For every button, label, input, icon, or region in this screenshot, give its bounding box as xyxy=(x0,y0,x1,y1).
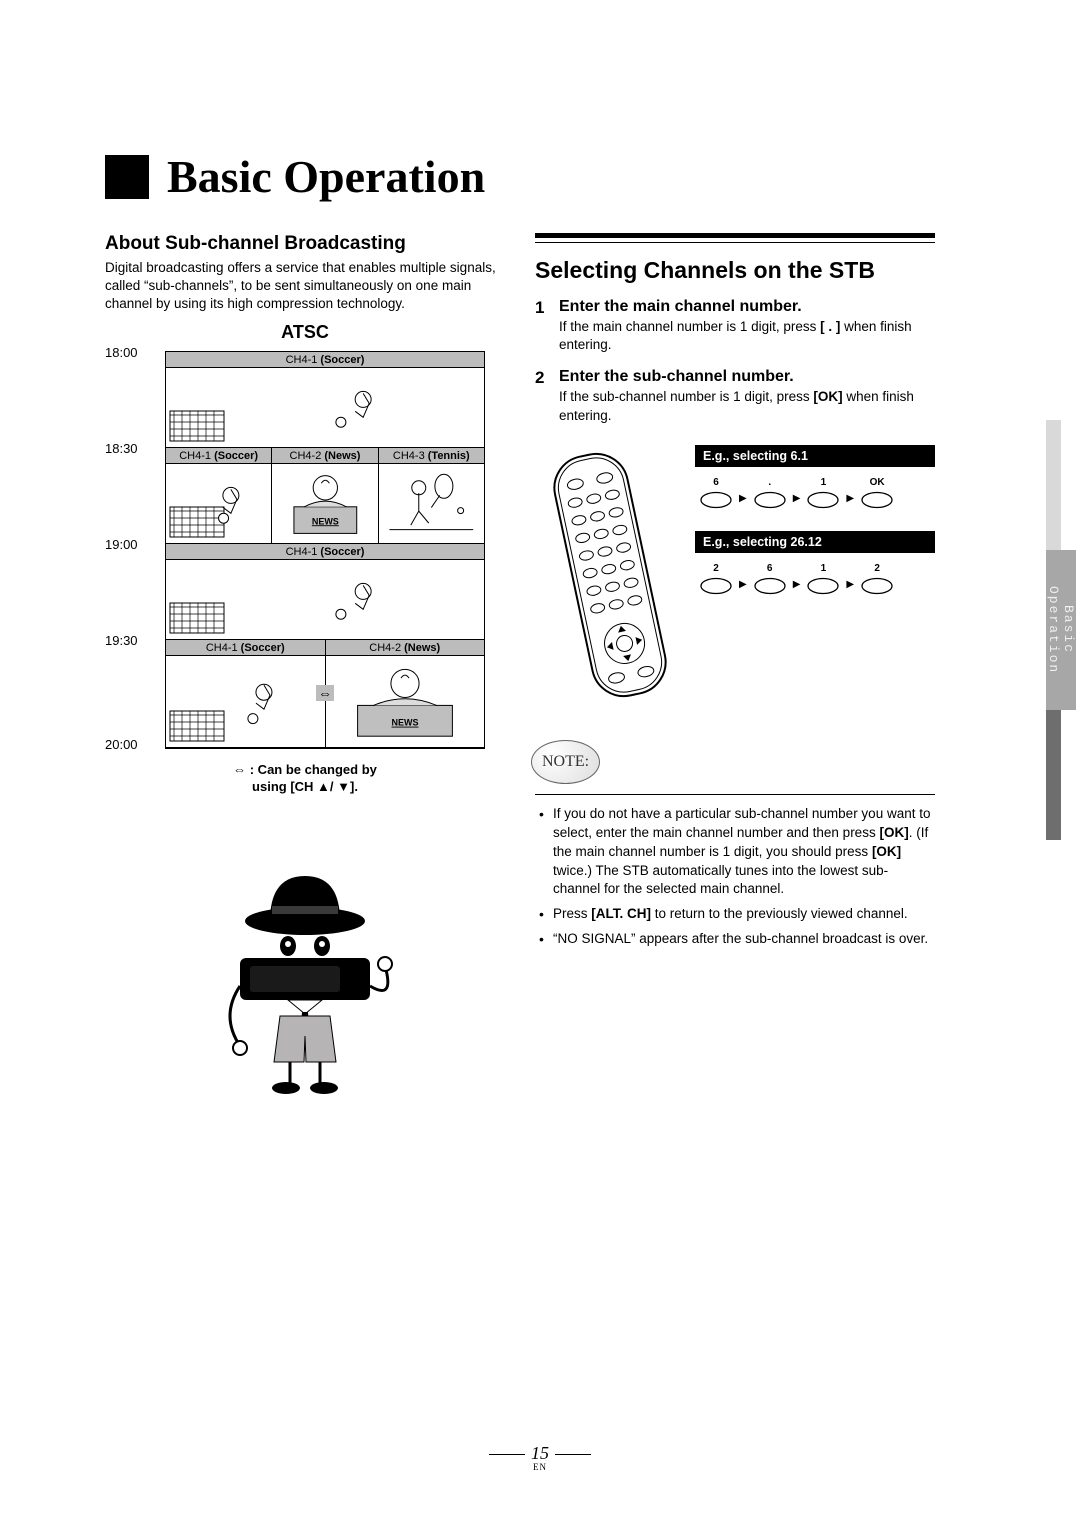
step-number: 1 xyxy=(535,298,559,364)
schedule-slot: CH4-1 (Soccer) xyxy=(166,544,484,640)
remote-key: . xyxy=(753,477,787,509)
remote-key: 1 xyxy=(806,563,840,595)
key-sequence-2: 2 ▶ 6 ▶ 1 ▶ 2 xyxy=(695,563,935,595)
step-number: 2 xyxy=(535,368,559,434)
left-heading: About Sub-channel Broadcasting xyxy=(105,233,505,255)
example-bar-2: E.g., selecting 26.12 xyxy=(695,531,935,553)
remote-key: 6 xyxy=(753,563,787,595)
note-bullets: If you do not have a particular sub-chan… xyxy=(535,805,935,949)
note-rule xyxy=(535,794,935,795)
cell-label: CH4-1 (Soccer) xyxy=(166,352,484,367)
caption-line-2: using [CH ▲/ ▼]. xyxy=(252,779,358,794)
left-paragraph: Digital broadcasting offers a service th… xyxy=(105,259,505,314)
remote-key: 6 xyxy=(699,477,733,509)
cell-label: CH4-2 (News) xyxy=(272,448,377,463)
sequence-arrow-icon: ▶ xyxy=(793,493,801,504)
step-text: If the main channel number is 1 digit, p… xyxy=(559,318,935,354)
schedule-cell: CH4-1 (Soccer) xyxy=(166,448,272,543)
schedule-diagram: 18:00 18:30 19:00 19:30 20:00 CH4-1 (Soccer)… xyxy=(105,345,505,755)
cell-label: CH4-1 (Soccer) xyxy=(166,448,271,463)
schedule-slot: CH4-1 (Soccer) xyxy=(166,352,484,448)
time-label: 18:00 xyxy=(105,345,138,360)
sequence-arrow-icon: ▶ xyxy=(739,493,747,504)
page-title: Basic Operation xyxy=(167,150,485,203)
page-title-block: Basic Operation xyxy=(105,150,985,203)
key-sequence-1: 6 ▶. ▶ 1 ▶ OK xyxy=(695,477,935,509)
schedule-cell: CH4-1 (Soccer) xyxy=(166,544,484,639)
atsc-label: ATSC xyxy=(105,322,505,343)
page-number: 15 EN xyxy=(0,1443,1080,1472)
cell-label: CH4-3 (Tennis) xyxy=(379,448,484,463)
remote-key: 1 xyxy=(806,477,840,509)
page-number-value: 15 xyxy=(531,1443,549,1463)
time-label: 20:00 xyxy=(105,737,138,752)
soccer1-icon xyxy=(166,367,484,447)
side-tab-active: Basic Operation xyxy=(1046,550,1076,710)
schedule-slot: CH4-1 (Soccer) CH4-2 (News) NEWS CH4-3 (… xyxy=(166,448,484,544)
soccer4-icon xyxy=(166,655,325,747)
swap-arrow-icon: ⇔ xyxy=(316,685,334,701)
cell-label: CH4-1 (Soccer) xyxy=(166,544,484,559)
step-text: If the sub-channel number is 1 digit, pr… xyxy=(559,388,935,424)
schedule-cell: CH4-1 (Soccer) xyxy=(166,640,326,747)
page-lang: EN xyxy=(0,1462,1080,1472)
mascot-illustration xyxy=(105,866,505,1096)
schedule-cell: CH4-1 (Soccer) xyxy=(166,352,484,447)
schedule-slot: ⇔ CH4-1 (Soccer) CH4-2 (News) NEWS xyxy=(166,640,484,748)
side-tab-1: . xyxy=(1046,420,1061,550)
cell-label: CH4-2 (News) xyxy=(326,640,485,655)
note-bullet: “NO SIGNAL” appears after the sub-channe… xyxy=(553,930,935,949)
time-label: 19:30 xyxy=(105,633,138,648)
schedule-cell: CH4-3 (Tennis) xyxy=(379,448,484,543)
note-bullet: If you do not have a particular sub-chan… xyxy=(553,805,935,899)
step: 1 Enter the main channel number. If the … xyxy=(535,298,935,364)
side-tab-3: . xyxy=(1046,710,1061,840)
schedule-caption: ⇔ : Can be changed by using [CH ▲/ ▼]. xyxy=(105,761,505,796)
note-label: NOTE: xyxy=(531,740,600,784)
tennis-icon xyxy=(379,463,484,543)
sequence-arrow-icon: ▶ xyxy=(739,579,747,590)
step-title: Enter the main channel number. xyxy=(559,298,935,316)
title-square-icon xyxy=(105,155,149,199)
news-icon: NEWS xyxy=(326,655,485,747)
example-bar-1: E.g., selecting 6.1 xyxy=(695,445,935,467)
time-label: 19:00 xyxy=(105,537,138,552)
note-bullet: Press [ALT. CH] to return to the previou… xyxy=(553,905,935,924)
side-tabs: . Basic Operation . xyxy=(1046,420,1080,840)
step: 2 Enter the sub-channel number. If the s… xyxy=(535,368,935,434)
schedule-cell: CH4-2 (News) NEWS xyxy=(272,448,378,543)
news-icon: NEWS xyxy=(272,463,377,543)
soccer2-icon xyxy=(166,463,271,543)
cell-label: CH4-1 (Soccer) xyxy=(166,640,325,655)
soccer3-icon xyxy=(166,559,484,639)
sequence-arrow-icon: ▶ xyxy=(846,493,854,504)
schedule-cell: CH4-2 (News) NEWS xyxy=(326,640,485,747)
step-title: Enter the sub-channel number. xyxy=(559,368,935,386)
remote-key: 2 xyxy=(860,563,894,595)
remote-key: OK xyxy=(860,477,894,509)
time-label: 18:30 xyxy=(105,441,138,456)
caption-line-1: ⇔ : Can be changed by xyxy=(233,762,377,777)
sequence-arrow-icon: ▶ xyxy=(793,579,801,590)
sequence-arrow-icon: ▶ xyxy=(846,579,854,590)
remote-key: 2 xyxy=(699,563,733,595)
remote-illustration xyxy=(535,445,685,710)
svg-text:NEWS: NEWS xyxy=(391,718,418,728)
right-heading: Selecting Channels on the STB xyxy=(535,257,935,284)
svg-text:NEWS: NEWS xyxy=(312,516,339,526)
heading-rule xyxy=(535,233,935,243)
